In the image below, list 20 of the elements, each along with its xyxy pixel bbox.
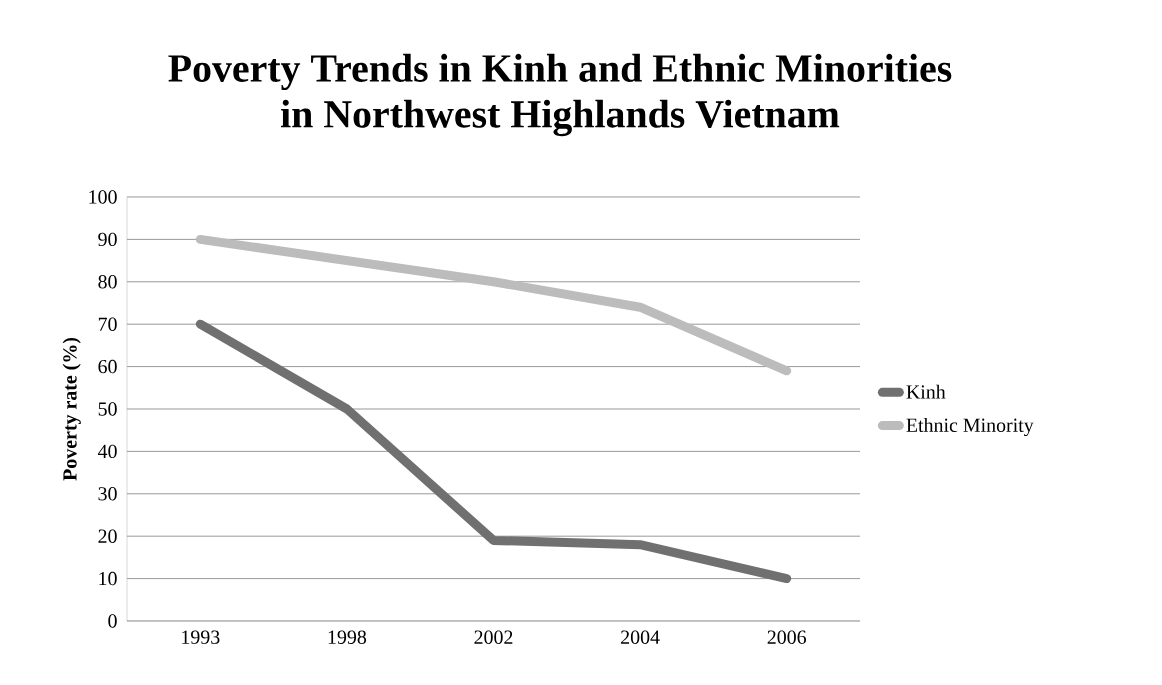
y-tick-label: 0 xyxy=(108,614,117,628)
y-tick-label: 30 xyxy=(98,487,117,501)
x-tick-label: 2006 xyxy=(767,630,807,644)
legend-label: Kinh xyxy=(906,384,946,399)
legend-label: Ethnic Minority xyxy=(906,417,1034,437)
x-tick-label: 1998 xyxy=(328,630,367,644)
y-tick-label: 70 xyxy=(98,317,117,331)
y-axis-title: Poverty rate (%) xyxy=(62,337,81,481)
y-tick-label: 60 xyxy=(98,359,117,374)
x-tick-label: 2004 xyxy=(621,630,660,644)
x-tick-label: 2002 xyxy=(474,630,513,644)
y-tick-label: 40 xyxy=(97,444,117,459)
y-tick-label: 80 xyxy=(98,275,117,289)
y-tick-label: 50 xyxy=(98,402,117,416)
y-tick-label: 10 xyxy=(99,571,117,586)
y-tick-label: 100 xyxy=(89,190,117,204)
chart-title: Poverty Trends in Kinh and Ethnic Minorities in Northwest Highlands Vietnam xyxy=(168,53,952,137)
x-tick-label: 1993 xyxy=(182,630,220,644)
y-tick-label: 20 xyxy=(98,529,117,543)
y-tick-label: 90 xyxy=(98,232,117,247)
